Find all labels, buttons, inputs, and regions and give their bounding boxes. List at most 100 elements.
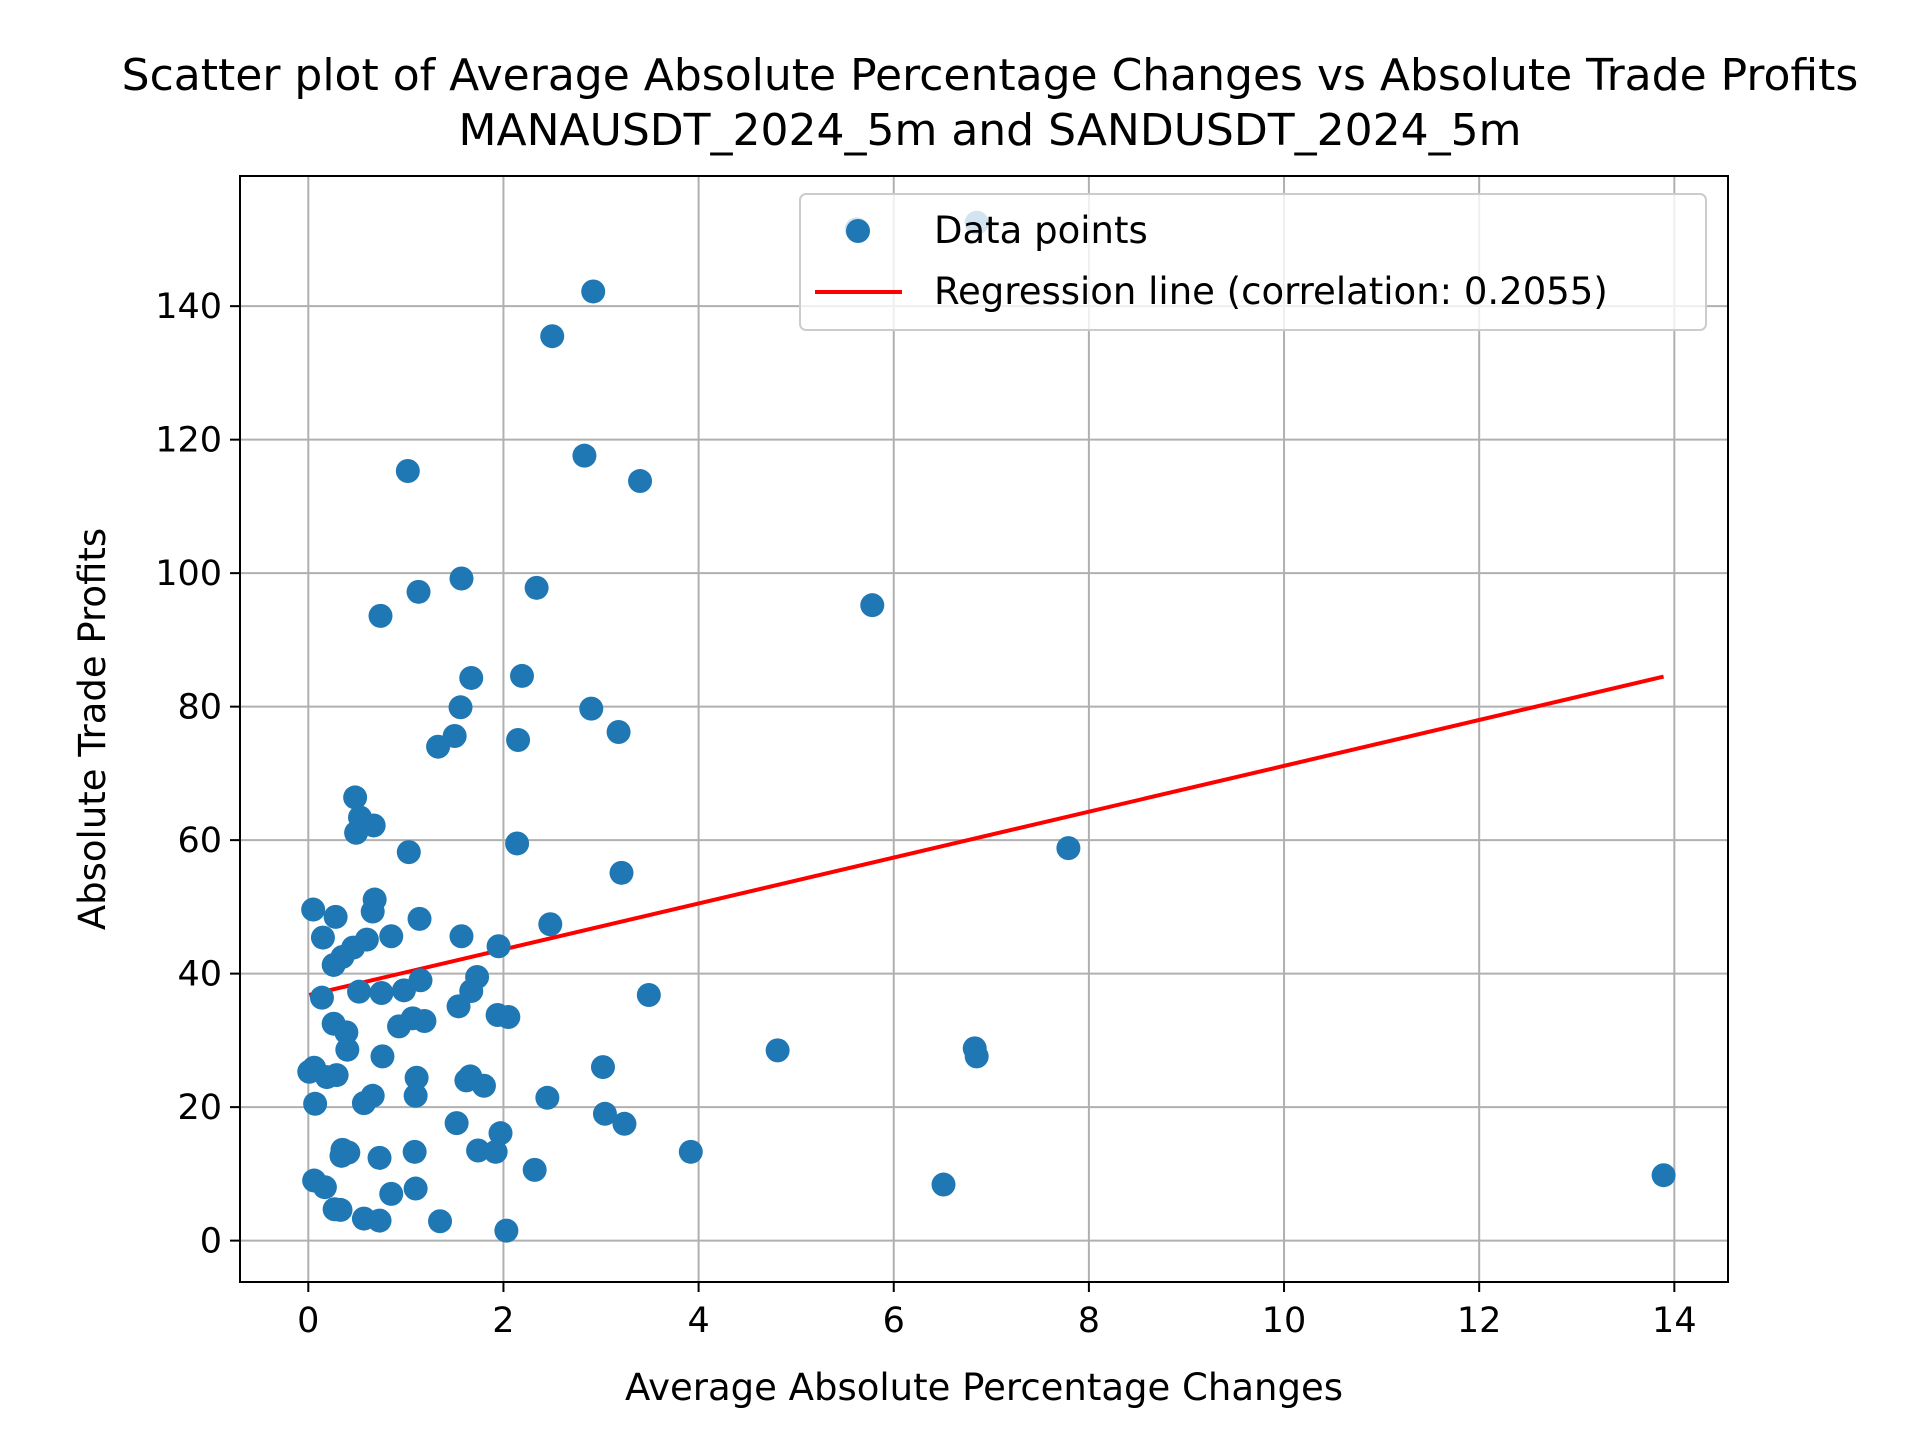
regression-line <box>308 674 1665 997</box>
data-point <box>535 1085 560 1110</box>
data-point <box>334 1020 359 1045</box>
data-point <box>360 1083 385 1108</box>
data-point <box>446 994 471 1019</box>
chart-title: Scatter plot of Average Absolute Percent… <box>122 50 1859 101</box>
data-point <box>395 459 420 484</box>
data-point <box>448 695 473 720</box>
data-point <box>330 944 355 969</box>
data-point <box>367 1208 392 1233</box>
data-point <box>590 1055 615 1080</box>
data-point <box>572 443 597 468</box>
data-point <box>329 1143 354 1168</box>
data-point <box>486 934 511 959</box>
data-point <box>335 1037 360 1062</box>
data-point <box>628 469 653 494</box>
y-tick-label: 120 <box>155 421 222 461</box>
data-point <box>765 1038 790 1063</box>
data-point <box>579 696 604 721</box>
data-point <box>347 979 372 1004</box>
data-point <box>379 1181 404 1206</box>
y-axis-label: Absolute Trade Profits <box>71 528 114 930</box>
y-tick-label: 0 <box>200 1222 222 1262</box>
data-point <box>592 1101 617 1126</box>
data-points <box>297 210 1676 1243</box>
y-tick-label: 140 <box>155 287 222 327</box>
regression-layer <box>308 674 1665 997</box>
data-point <box>369 980 394 1005</box>
legend-marker-data-points <box>846 219 870 243</box>
data-point <box>964 1044 989 1069</box>
data-point <box>606 720 631 745</box>
y-tick-label: 80 <box>177 688 222 728</box>
data-point <box>538 912 563 937</box>
data-point <box>426 734 451 759</box>
x-tick-label: 4 <box>687 1301 709 1341</box>
x-tick-label: 14 <box>1652 1301 1697 1341</box>
data-point <box>310 925 335 950</box>
data-point <box>609 860 634 885</box>
data-point <box>522 1157 547 1182</box>
data-point <box>449 566 474 591</box>
data-point <box>459 665 484 690</box>
x-tick-label: 2 <box>492 1301 514 1341</box>
data-point <box>309 985 334 1010</box>
data-point <box>678 1139 703 1164</box>
data-point <box>367 1145 392 1170</box>
data-point <box>344 820 369 845</box>
legend-box <box>799 193 1707 331</box>
data-point <box>391 978 416 1003</box>
data-point <box>343 785 368 810</box>
chart-subtitle: MANAUSDT_2024_5m and SANDUSDT_2024_5m <box>459 105 1522 156</box>
x-tick-label: 8 <box>1078 1301 1100 1341</box>
data-point <box>368 603 393 628</box>
y-tick-label: 60 <box>177 821 222 861</box>
data-point <box>494 1218 519 1243</box>
data-point <box>581 279 606 304</box>
data-point <box>444 1111 469 1136</box>
data-point <box>466 1138 491 1163</box>
y-tick-label: 40 <box>177 955 222 995</box>
data-point <box>360 899 385 924</box>
data-point <box>387 1014 412 1039</box>
data-point <box>407 906 432 931</box>
data-point <box>1056 836 1081 861</box>
data-point <box>524 575 549 600</box>
data-point <box>636 982 661 1007</box>
data-point <box>301 897 326 922</box>
legend: Data points Regression line (correlation… <box>799 193 1707 331</box>
x-axis-label: Average Absolute Percentage Changes <box>625 1366 1343 1409</box>
data-point <box>483 1139 508 1164</box>
data-point <box>505 831 530 856</box>
legend-label-regression: Regression line (correlation: 0.2055) <box>934 270 1608 313</box>
data-point <box>1651 1163 1676 1188</box>
x-tick-label: 6 <box>883 1301 905 1341</box>
data-point <box>312 1175 337 1200</box>
y-tick-label: 20 <box>177 1088 222 1128</box>
data-point <box>509 663 534 688</box>
data-point <box>328 1197 353 1222</box>
x-tick-label: 12 <box>1457 1301 1502 1341</box>
data-point <box>496 1005 521 1030</box>
data-point <box>412 1009 437 1034</box>
plot-frame <box>239 175 1729 1283</box>
data-point <box>406 579 431 604</box>
data-point <box>488 1121 513 1146</box>
x-tick-label: 0 <box>297 1301 319 1341</box>
y-tick-label: 100 <box>155 554 222 594</box>
data-point <box>506 728 531 753</box>
data-point <box>403 1083 428 1108</box>
data-point <box>860 593 885 618</box>
data-point <box>402 1139 427 1164</box>
data-point <box>379 924 404 949</box>
data-point <box>370 1044 395 1069</box>
data-point <box>303 1091 328 1116</box>
data-point <box>612 1111 637 1136</box>
x-tick-label: 10 <box>1262 1301 1307 1341</box>
data-point <box>449 924 474 949</box>
data-point <box>428 1209 453 1234</box>
data-point <box>396 840 421 865</box>
data-point <box>404 1065 429 1090</box>
data-point <box>323 904 348 929</box>
